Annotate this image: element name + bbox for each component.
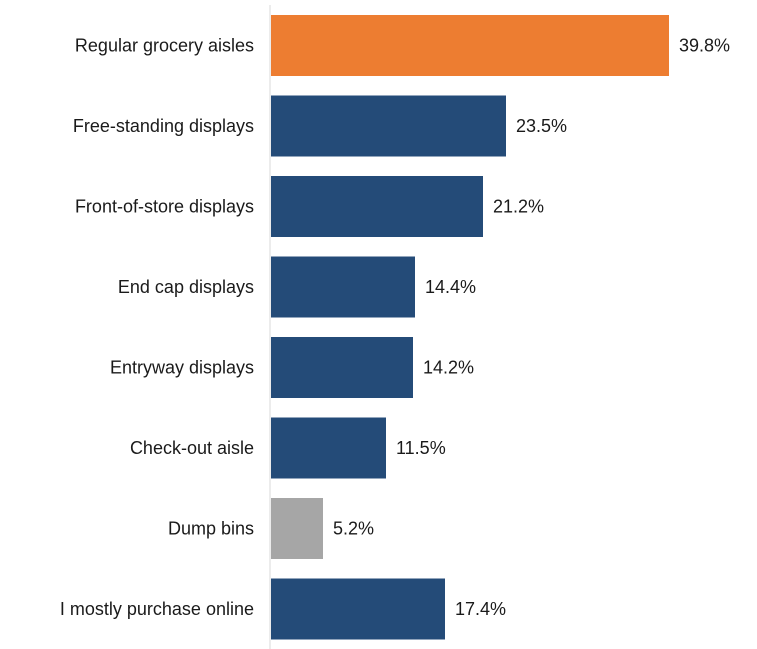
bar-8 bbox=[271, 578, 445, 640]
category-label: I mostly purchase online bbox=[60, 599, 254, 619]
bar-7 bbox=[271, 498, 323, 559]
category-label: End cap displays bbox=[118, 277, 254, 297]
value-label: 14.4% bbox=[425, 277, 476, 297]
value-label: 21.2% bbox=[493, 197, 544, 217]
value-label: 23.5% bbox=[516, 116, 567, 136]
bar-1 bbox=[271, 15, 669, 76]
bar-6 bbox=[271, 417, 386, 479]
category-label: Regular grocery aisles bbox=[75, 36, 254, 56]
value-label: 11.5% bbox=[396, 438, 446, 458]
value-label: 5.2% bbox=[333, 519, 374, 539]
category-labels: Regular grocery aisles Free-standing disp… bbox=[60, 36, 254, 620]
value-label: 39.8% bbox=[679, 36, 730, 56]
bar-3 bbox=[271, 176, 483, 237]
bar-4 bbox=[271, 256, 415, 318]
category-label: Front-of-store displays bbox=[75, 197, 254, 217]
category-label: Check-out aisle bbox=[130, 438, 254, 458]
value-labels: 39.8% 23.5% 21.2% 14.4% 14.2% 11.5% 5.2% 17.4% bbox=[333, 36, 730, 620]
bar-5 bbox=[271, 337, 413, 398]
category-label: Dump bins bbox=[168, 519, 254, 539]
bars-group bbox=[271, 15, 669, 640]
category-label: Entryway displays bbox=[110, 358, 254, 378]
category-label: Free-standing displays bbox=[73, 116, 254, 136]
value-label: 14.2% bbox=[423, 358, 474, 378]
value-label: 17.4% bbox=[455, 599, 506, 619]
bar-2 bbox=[271, 95, 506, 157]
